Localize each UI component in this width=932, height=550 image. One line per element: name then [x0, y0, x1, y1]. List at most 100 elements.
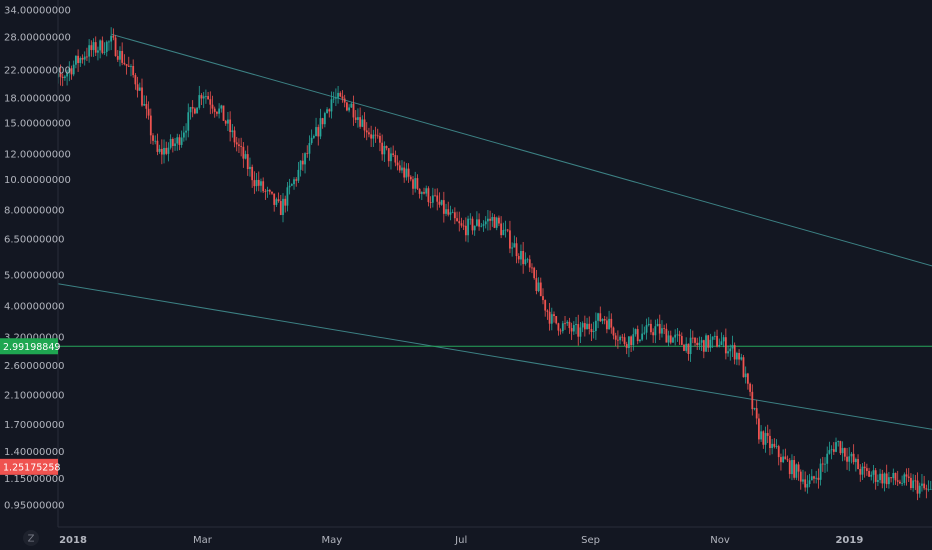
horizontal-level-tag: 2.99198849 — [0, 338, 60, 355]
candle-body — [903, 474, 906, 483]
candle-body — [566, 321, 569, 324]
candle — [667, 330, 670, 347]
candle-body — [550, 314, 553, 324]
last-price-tag-text: 1.25175258 — [3, 462, 60, 473]
last-price-tag-background — [0, 458, 58, 475]
candle-body — [290, 184, 293, 186]
candle-body — [788, 460, 791, 475]
candle — [326, 107, 328, 114]
candle — [753, 407, 756, 411]
candle-body — [191, 107, 194, 109]
time-axis[interactable]: 2018MarMayJulSepNov2019MarMayJulSepNov20… — [0, 526, 932, 550]
candle — [101, 36, 104, 55]
candle — [121, 42, 124, 66]
candle-body — [255, 179, 258, 187]
price-tick-label: 5.00000000 — [4, 271, 64, 282]
candle — [581, 321, 584, 333]
candle-body — [495, 217, 498, 228]
price-tick-label: 0.95000000 — [4, 501, 64, 512]
candle-body — [859, 469, 862, 475]
candle — [434, 188, 436, 197]
candle-body — [317, 127, 320, 137]
candle — [788, 458, 791, 479]
candle-body — [628, 336, 630, 349]
candle-body — [544, 300, 547, 311]
candle-body — [156, 140, 159, 152]
candle — [238, 138, 240, 154]
candle — [478, 213, 480, 231]
candle-body — [260, 181, 262, 186]
candle-body — [561, 323, 564, 332]
candle-body — [407, 168, 410, 177]
candle-body — [533, 267, 536, 279]
candle-body — [354, 117, 357, 120]
tradingview-logo-icon[interactable]: Z — [23, 530, 39, 546]
candle-body — [105, 41, 108, 52]
candle — [929, 480, 932, 490]
candle — [403, 161, 406, 183]
candle-body — [775, 446, 778, 447]
candle — [894, 472, 897, 485]
candle — [843, 447, 846, 461]
candle — [903, 472, 906, 486]
candle — [365, 122, 368, 141]
candle-body — [575, 324, 577, 326]
candle — [705, 333, 707, 352]
candle — [733, 342, 736, 365]
candle — [632, 327, 635, 351]
candle — [123, 54, 126, 66]
candle-body — [656, 323, 659, 327]
candle — [802, 469, 804, 485]
candle — [533, 266, 536, 280]
candle — [178, 134, 181, 151]
candle — [442, 191, 445, 223]
candle-body — [123, 62, 126, 65]
candle-body — [279, 201, 282, 215]
candle-body — [923, 483, 926, 489]
candle — [227, 112, 229, 131]
candle-body — [852, 453, 855, 463]
candle — [180, 130, 183, 148]
candle — [810, 469, 813, 481]
candle-body — [614, 335, 617, 340]
candle-body — [323, 113, 326, 125]
candle — [473, 225, 476, 236]
candle-body — [423, 192, 425, 194]
candle-body — [854, 459, 857, 463]
candle-body — [738, 352, 740, 360]
candle-body — [654, 326, 657, 336]
candle-body — [579, 327, 582, 337]
candle-body — [288, 185, 291, 188]
candle — [374, 126, 377, 143]
candle — [301, 153, 304, 171]
candle-body — [414, 178, 417, 189]
price-tick-label: 3.20000000 — [4, 332, 64, 343]
candle — [786, 455, 789, 463]
candle — [590, 323, 593, 341]
candle — [899, 479, 901, 485]
candle — [535, 270, 538, 295]
candle-body — [555, 316, 558, 324]
candle-body — [282, 198, 284, 215]
candle-body — [114, 37, 117, 57]
candle — [749, 382, 751, 397]
candle-body — [257, 179, 260, 186]
price-axis[interactable]: 34.00000000 28.00000000 22.00000000 18.0000… — [0, 0, 71, 550]
candle-body — [733, 345, 736, 360]
candle-body — [753, 408, 756, 410]
candle-body — [334, 97, 337, 99]
candle — [819, 458, 822, 486]
candle — [918, 482, 921, 498]
candle — [339, 91, 342, 98]
candle — [848, 447, 851, 472]
candle-body — [480, 225, 483, 227]
candle-body — [709, 339, 712, 348]
time-tick-label: May — [321, 535, 342, 546]
candle-body — [218, 108, 221, 114]
candle — [370, 125, 373, 148]
candle-body — [264, 191, 267, 192]
candle — [279, 194, 282, 216]
candle — [566, 320, 569, 326]
candle-body — [742, 357, 745, 378]
